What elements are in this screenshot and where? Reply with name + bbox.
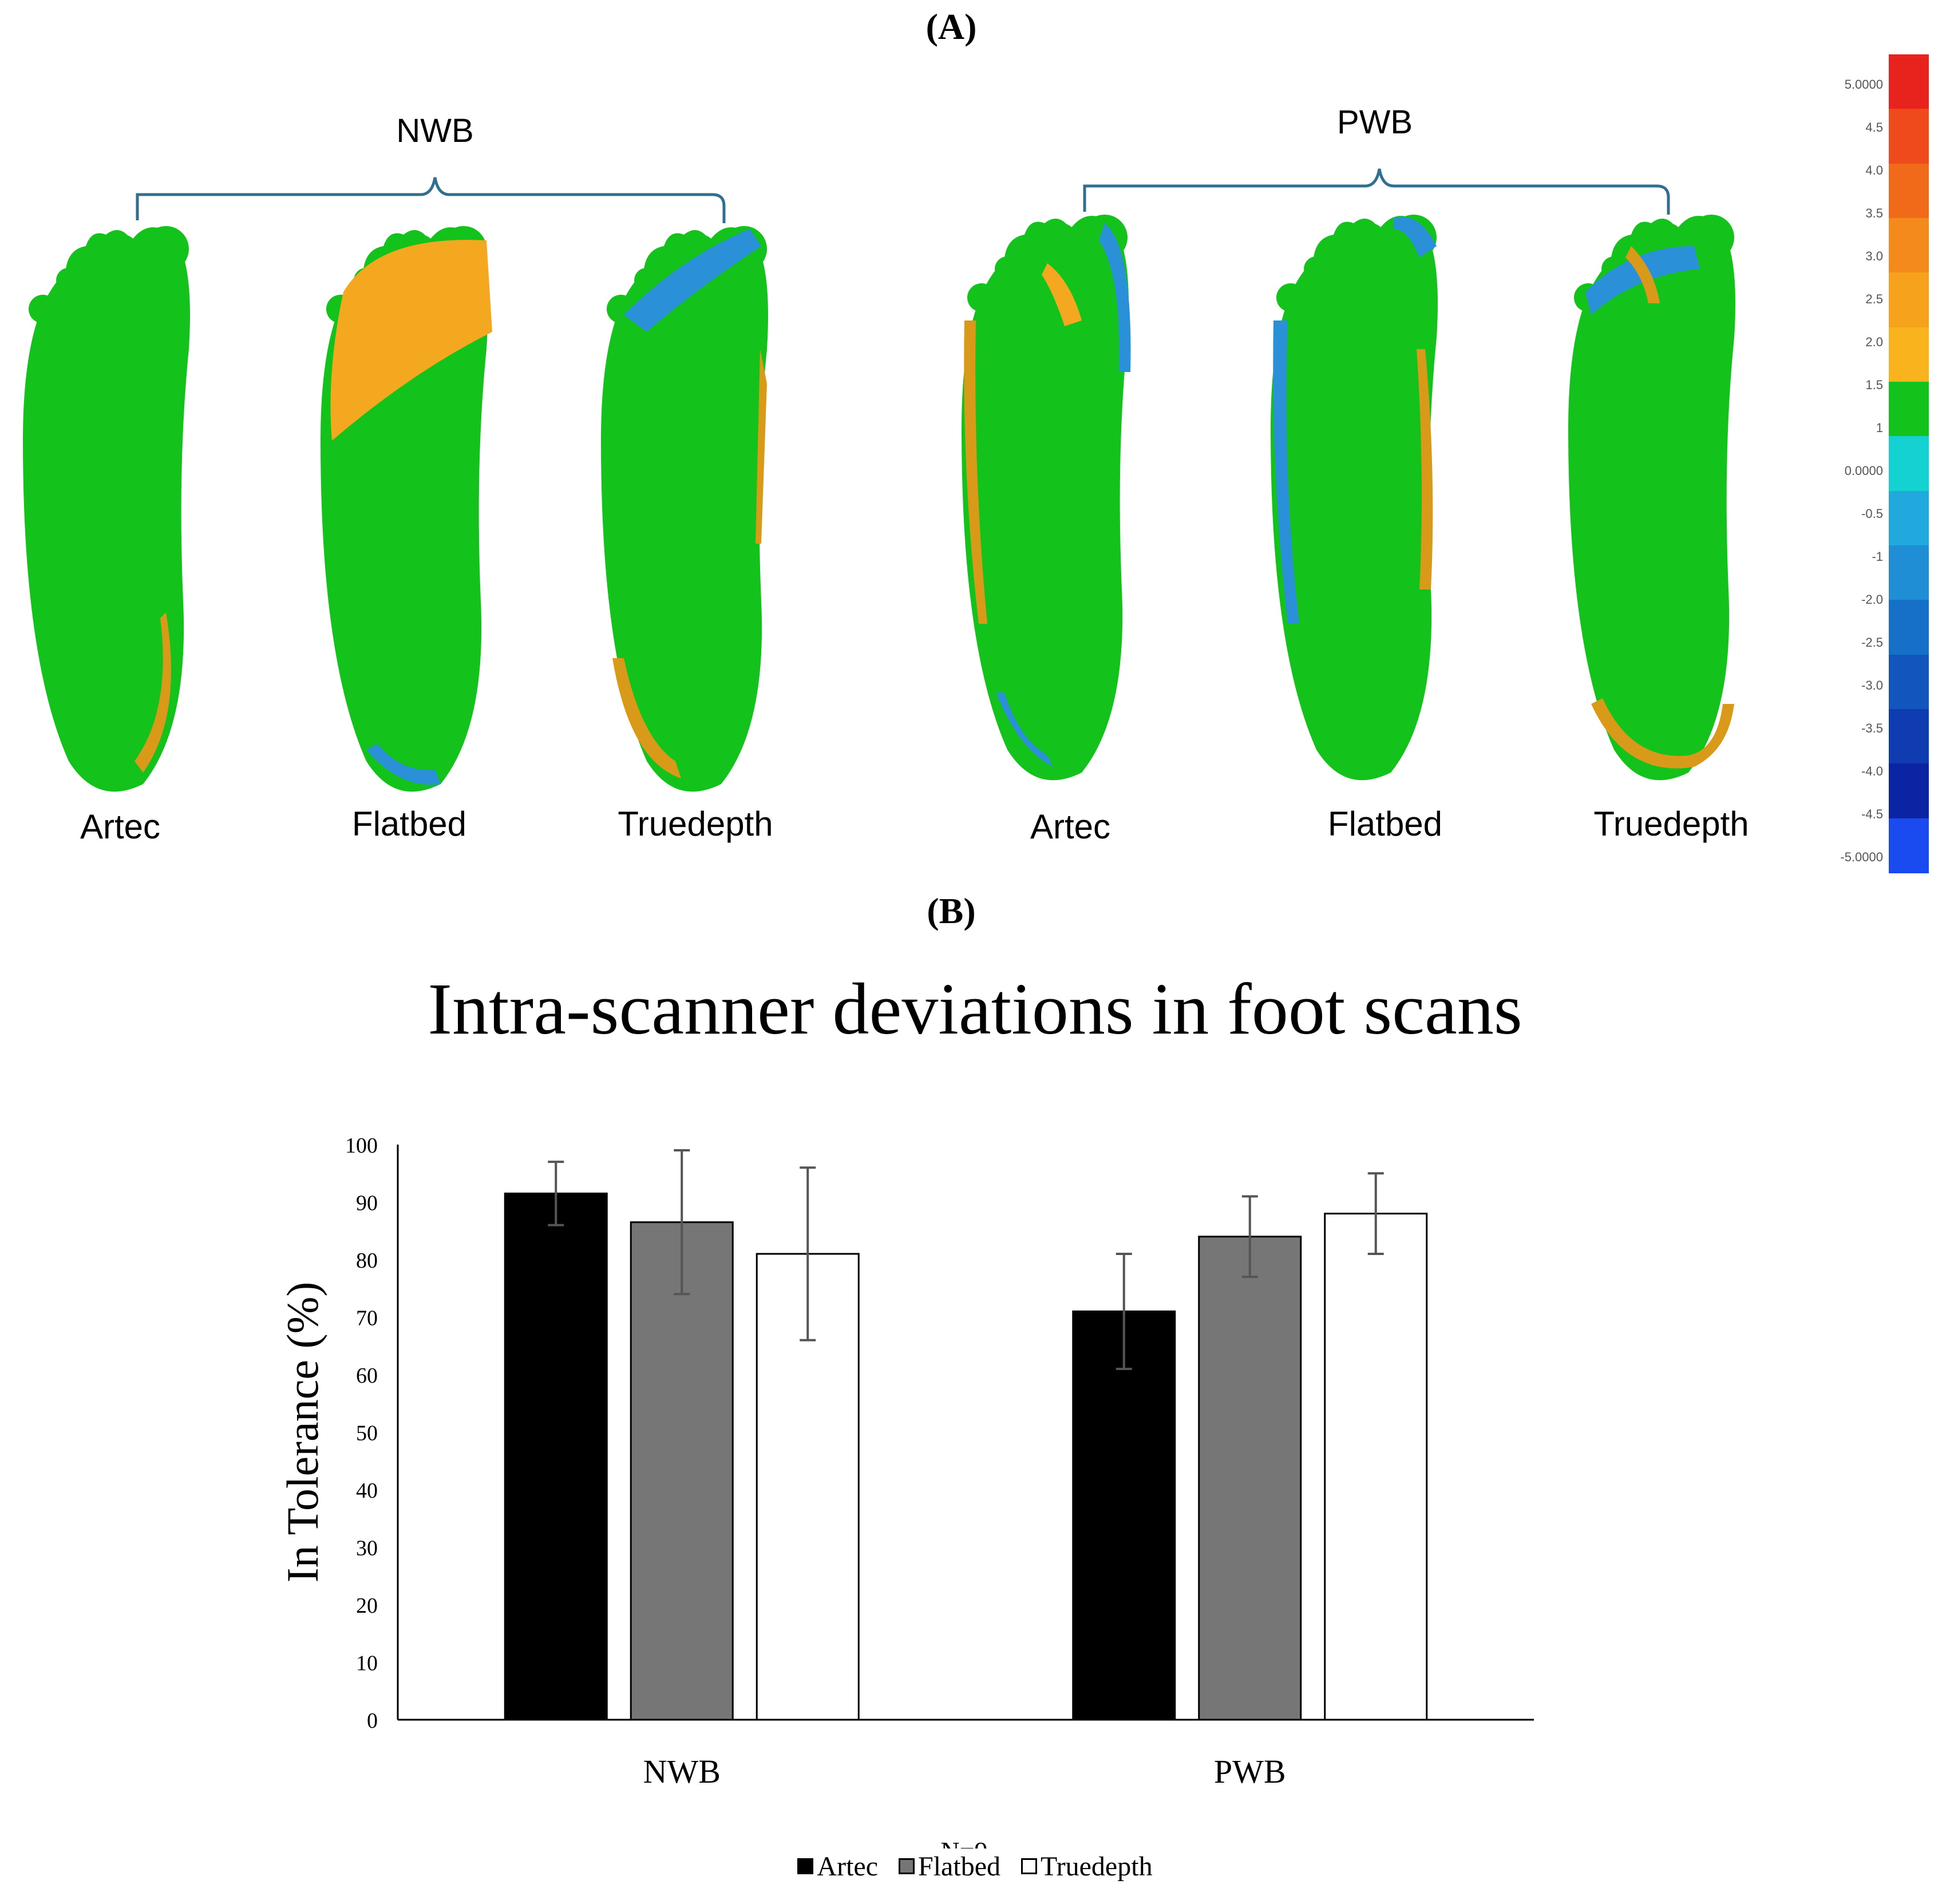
scan-label-pwb-flatbed: Flatbed bbox=[1327, 805, 1443, 843]
group-label-nwb: NWB bbox=[396, 112, 474, 149]
legend-label: Flatbed bbox=[918, 1851, 1000, 1882]
y-tick-label: 60 bbox=[356, 1364, 378, 1388]
chart-title: Intra-scanner deviations in foot scans bbox=[428, 968, 1522, 1050]
y-tick-label: 0 bbox=[367, 1709, 378, 1733]
color-scale-tick-label: 2.5 bbox=[1865, 292, 1883, 306]
color-scale-bar bbox=[1889, 54, 1929, 873]
legend-swatch bbox=[899, 1858, 915, 1874]
color-scale-tick-label: 1.5 bbox=[1865, 378, 1883, 392]
color-scale-tick-label: 3.0 bbox=[1865, 249, 1883, 263]
color-scale-band bbox=[1889, 490, 1929, 546]
color-scale-tick-label: 2.0 bbox=[1865, 335, 1883, 349]
color-scale-band bbox=[1889, 436, 1929, 492]
color-scale-band bbox=[1889, 545, 1929, 601]
bracket-pwb bbox=[1083, 168, 1670, 215]
y-tick-label: 50 bbox=[356, 1422, 378, 1446]
foot-scan-nwb-artec bbox=[23, 226, 190, 792]
foot-scan-pwb-flatbed bbox=[1271, 215, 1438, 781]
legend-swatch bbox=[797, 1858, 814, 1874]
bar-chart: 0 10 20 30 40 50 60 70 80 90 100 In Tolerance (%) NW… bbox=[278, 1134, 1534, 1848]
color-scale-band bbox=[1889, 709, 1929, 765]
scan-label-pwb-truedepth: Truedepth bbox=[1593, 805, 1749, 843]
legend-item: Flatbed bbox=[899, 1851, 1000, 1882]
color-scale-band bbox=[1889, 763, 1929, 819]
bar-artec-nwb bbox=[504, 1192, 608, 1721]
color-scale-band bbox=[1889, 272, 1929, 328]
y-tick-label: 30 bbox=[356, 1537, 378, 1561]
panel-a-label: (A) bbox=[925, 6, 977, 47]
bar-flatbed-pwb bbox=[1198, 1236, 1302, 1721]
color-scale-tick-label: -3.5 bbox=[1861, 721, 1883, 735]
color-scale: 5.0000 4.5 4.0 3.5 3.0 2.5 2.0 1.5 1 0.0000 -0.5 -1… bbox=[1809, 54, 1929, 873]
x-category-label: NWB bbox=[643, 1753, 721, 1790]
foot-scan-pwb-truedepth bbox=[1568, 215, 1735, 781]
color-scale-tick-label: 0.0000 bbox=[1844, 464, 1883, 478]
color-scale-tick-label: 4.5 bbox=[1865, 120, 1883, 134]
x-category-label: PWB bbox=[1214, 1753, 1286, 1790]
foot-scan-nwb-truedepth bbox=[601, 226, 768, 792]
y-tick-label: 40 bbox=[356, 1479, 378, 1503]
y-tick-label: 100 bbox=[345, 1134, 378, 1158]
chart-legend: Artec Flatbed Truedepth bbox=[0, 1850, 1950, 1882]
legend-swatch bbox=[1021, 1858, 1037, 1874]
color-scale-band bbox=[1889, 109, 1929, 164]
bar-flatbed-nwb bbox=[630, 1221, 734, 1721]
color-scale-tick-label: -1 bbox=[1872, 549, 1883, 564]
color-scale-tick-label: -2.5 bbox=[1861, 635, 1883, 650]
foot-scan-pwb-artec bbox=[962, 215, 1131, 781]
legend-label: Truedepth bbox=[1041, 1851, 1153, 1882]
color-scale-band bbox=[1889, 163, 1929, 219]
y-tick-label: 90 bbox=[356, 1192, 378, 1216]
color-scale-tick-label: 5.0000 bbox=[1844, 77, 1883, 92]
color-scale-tick-label: -4.0 bbox=[1861, 764, 1883, 778]
color-scale-tick-label: -4.5 bbox=[1861, 807, 1883, 821]
color-scale-tick-label: 3.5 bbox=[1865, 206, 1883, 220]
color-scale-band bbox=[1889, 327, 1929, 382]
color-scale-band bbox=[1889, 382, 1929, 437]
legend-item: Truedepth bbox=[1021, 1851, 1153, 1882]
color-scale-tick-label: -3.0 bbox=[1861, 678, 1883, 692]
color-scale-tick-label: -5.0000 bbox=[1840, 850, 1883, 864]
color-scale-band bbox=[1889, 600, 1929, 655]
y-tick-label: 70 bbox=[356, 1307, 378, 1331]
y-tick-label: 20 bbox=[356, 1594, 378, 1618]
x-axis-label: N=9 bbox=[940, 1836, 987, 1848]
foot-scan-nwb-flatbed bbox=[321, 226, 492, 792]
scan-label-nwb-truedepth: Truedepth bbox=[618, 805, 773, 843]
color-scale-tick-label: 1 bbox=[1876, 421, 1883, 435]
scan-label-nwb-artec: Artec bbox=[80, 807, 161, 846]
color-scale-tick-label: -0.5 bbox=[1861, 506, 1883, 521]
color-scale-band bbox=[1889, 54, 1929, 110]
panel-b-label: (B) bbox=[927, 890, 976, 931]
color-scale-band bbox=[1889, 818, 1929, 873]
bar-artec-pwb bbox=[1072, 1310, 1176, 1721]
legend-label: Artec bbox=[817, 1851, 879, 1882]
foot-scans-illustration bbox=[23, 168, 1735, 792]
bar-truedepth-pwb bbox=[1324, 1213, 1428, 1721]
color-scale-band bbox=[1889, 218, 1929, 274]
color-scale-tick-label: 4.0 bbox=[1865, 163, 1883, 177]
color-scale-band bbox=[1889, 654, 1929, 710]
scan-label-nwb-flatbed: Flatbed bbox=[351, 805, 467, 843]
y-tick-label: 10 bbox=[356, 1652, 378, 1676]
bracket-nwb bbox=[136, 177, 726, 223]
color-scale-tick-label: -2.0 bbox=[1861, 592, 1883, 607]
y-axis-label: In Tolerance (%) bbox=[278, 1282, 327, 1583]
group-label-pwb: PWB bbox=[1336, 104, 1413, 141]
scan-label-pwb-artec: Artec bbox=[1030, 807, 1111, 846]
y-tick-label: 80 bbox=[356, 1249, 378, 1273]
legend-item: Artec bbox=[797, 1851, 878, 1882]
